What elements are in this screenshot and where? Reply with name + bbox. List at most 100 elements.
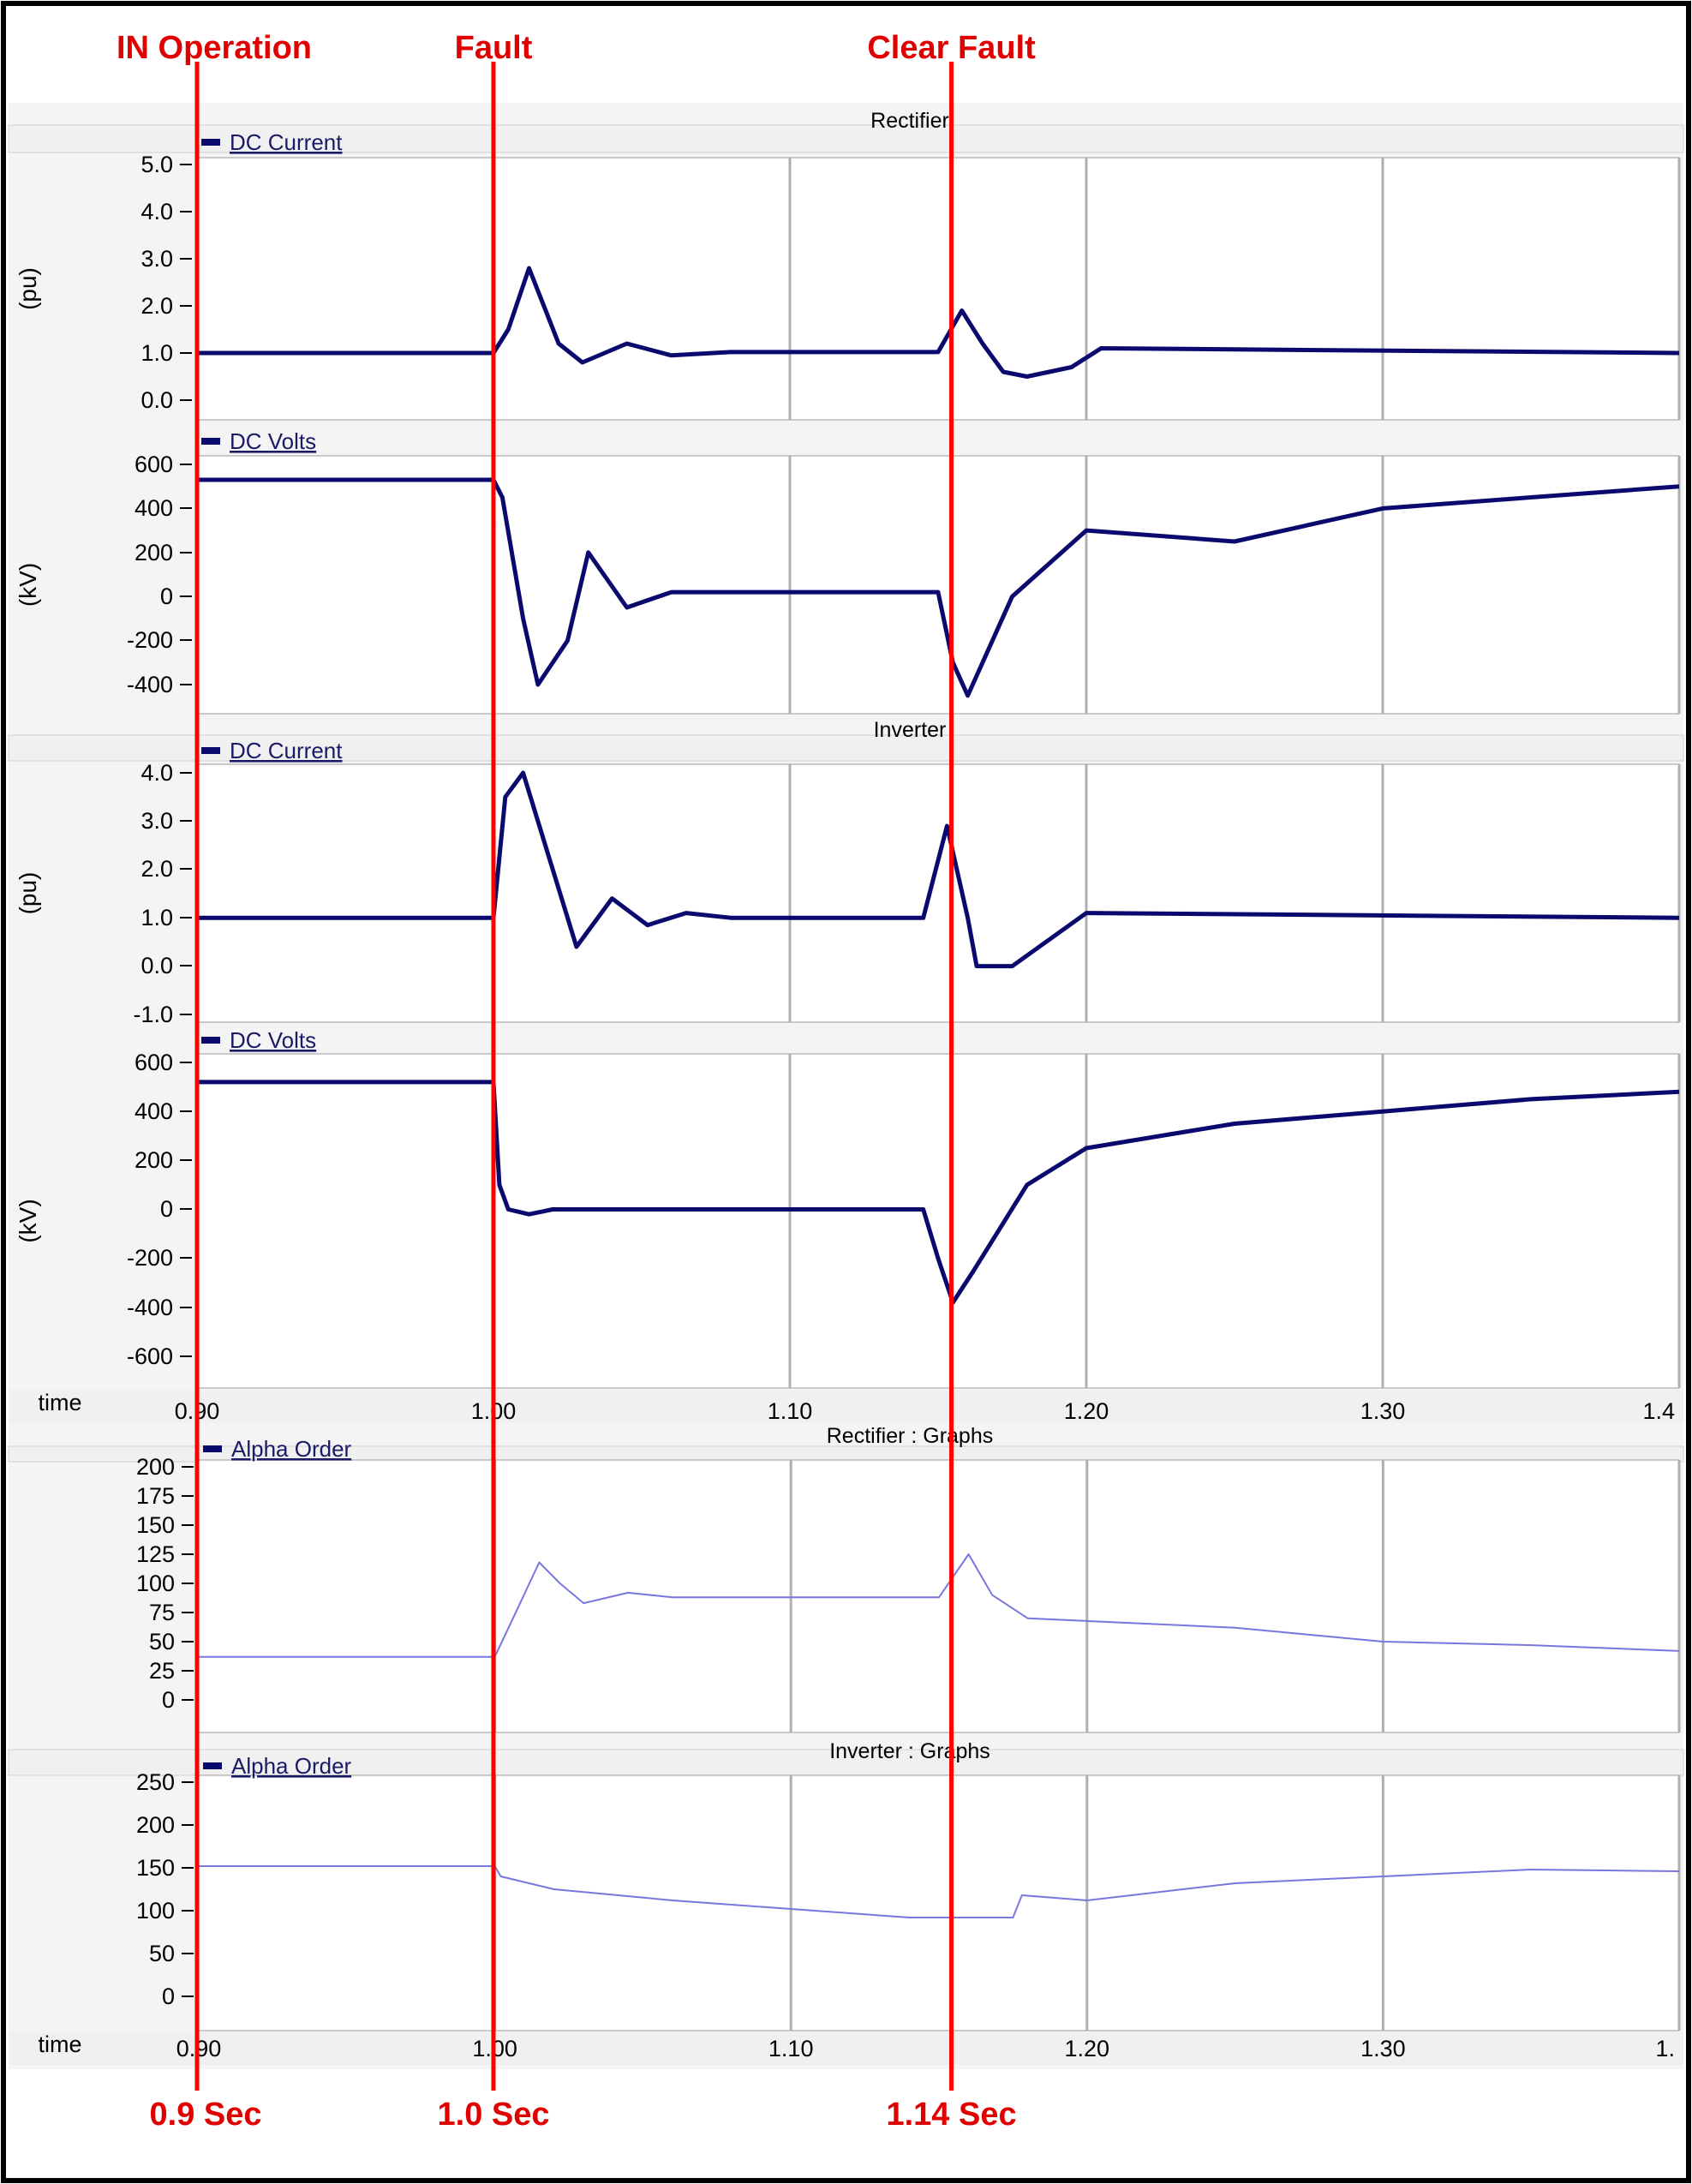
legend-swatch [203,1762,222,1769]
series-line [197,266,1680,379]
plot-area [196,455,1680,715]
y-tick-label: 125 [136,1541,175,1567]
y-tick-label: 100 [136,1898,175,1924]
x-tick-label: 1.4 [1642,1398,1675,1424]
y-tick-label: 200 [135,540,173,565]
legend-label: DC Current [230,129,343,155]
y-tick-label: -1.0 [133,1002,173,1027]
event-marker-top-label: IN Operation [117,30,312,66]
x-tick-label: 1.30 [1360,2036,1406,2061]
event-marker-bottom-label: 1.14 Sec [886,2097,1016,2133]
y-tick-label: 75 [149,1600,175,1625]
y-tick-label: -200 [127,1245,173,1271]
legend-label: DC Volts [230,1027,316,1053]
legend-label: DC Volts [230,428,316,454]
panel-group-title: Inverter [874,718,947,742]
panel-group-title: Inverter : Graphs [829,1739,990,1763]
y-tick-label: -400 [127,672,173,697]
event-marker-bottom-label: 0.9 Sec [150,2097,262,2133]
plot-area [198,1774,1680,2031]
chart-panel-3: Inverter 4.0 3.0 2.0 1.0 0.0 -1.0 (pu) DC Curren… [8,718,1684,1027]
legend-label: Alpha Order [231,1753,352,1779]
y-tick-label: 100 [136,1571,175,1596]
y-axis-label: (pu) [15,872,41,915]
y-tick-label: 200 [136,1454,175,1480]
y-tick-label: 600 [135,1050,173,1075]
y-tick-label: 0 [162,1687,175,1713]
event-marker-top-label: Fault [455,30,533,66]
plot-area [196,1053,1680,1389]
y-tick-label: -200 [127,627,173,653]
y-tick-label: 150 [136,1855,175,1881]
event-markers: IN Operation 0.9 Sec Fault 1.0 Sec Clear Fau… [117,30,1036,2133]
x-axis-band [9,1390,1683,1422]
x-tick-label: 1.10 [768,1398,813,1424]
y-axis-label: (pu) [15,267,41,310]
event-marker-bottom-label: 1.0 Sec [438,2097,550,2133]
y-tick-label: 200 [135,1147,173,1173]
panel-header-band [8,1749,1684,1776]
chart-panel-2: 600 400 200 0 -200 -400 (kV) DC Volts [15,428,1681,715]
y-tick-label: 5.0 [141,152,173,177]
panel-group-title: Rectifier : Graphs [827,1424,994,1448]
series-line [197,1080,1680,1305]
legend-swatch [201,747,220,754]
chart-panel-6: Inverter : Graphs 250 200 150 100 50 0 Alpha Or… [8,1739,1684,2065]
x-tick-label: 1.20 [1065,2036,1110,2061]
y-tick-label: 600 [135,452,173,477]
x-tick-label: 1.20 [1064,1398,1109,1424]
legend-swatch [201,438,220,445]
x-tick-label: 1.10 [768,2036,814,2061]
y-tick-label: 1.0 [141,905,173,930]
y-tick-label: -400 [127,1295,173,1320]
x-axis-label: time [38,1390,81,1415]
chart-panel-1: Rectifier 5.0 4.0 3.0 2.0 1.0 0.0 (pu) DC Curren… [8,109,1684,421]
series-line [199,1865,1680,1918]
y-tick-label: 0.0 [141,953,173,978]
chart-panel-5: Rectifier : Graphs 200 175 150 125 100 75 50 25 0… [8,1424,1684,1733]
y-tick-label: 2.0 [141,293,173,319]
y-tick-label: 0 [160,583,173,609]
y-tick-label: 0 [162,1984,175,2009]
y-tick-label: 150 [136,1512,175,1538]
y-tick-label: 50 [149,1629,175,1654]
y-tick-label: 200 [136,1812,175,1838]
legend-swatch [201,1037,220,1044]
y-tick-label: 4.0 [141,760,173,786]
plot-area [196,157,1680,421]
y-axis-label: (kV) [15,563,41,607]
y-tick-label: -600 [127,1343,173,1369]
series-line [197,477,1680,698]
y-tick-label: 2.0 [141,856,173,882]
y-tick-label: 3.0 [141,808,173,834]
y-tick-label: 0 [160,1196,173,1222]
y-tick-label: 175 [136,1483,175,1509]
plot-area [196,763,1680,1023]
x-tick-label: 1.30 [1360,1398,1406,1424]
y-tick-label: 4.0 [141,199,173,224]
y-axis-label: (kV) [15,1199,41,1242]
x-axis-band [9,2032,1683,2065]
panel-group-title: Rectifier [870,109,949,133]
legend-swatch [201,139,220,146]
y-tick-label: 50 [149,1941,175,1966]
panel-header-band [8,734,1684,762]
y-tick-label: 0.0 [141,387,173,413]
panel-header-band [8,124,1684,153]
y-tick-label: 400 [135,495,173,521]
y-tick-label: 3.0 [141,246,173,272]
series-line [199,1553,1680,1658]
y-tick-label: 25 [149,1658,175,1684]
legend-swatch [203,1445,222,1452]
legend-label: DC Current [230,738,343,763]
event-marker-top-label: Clear Fault [867,30,1036,66]
y-tick-label: 1.0 [141,340,173,366]
y-tick-label: 250 [136,1769,175,1795]
x-axis-label: time [38,2031,81,2057]
x-tick-label: 1. [1655,2036,1675,2061]
legend-label: Alpha Order [231,1436,352,1462]
series-line [197,770,1680,969]
